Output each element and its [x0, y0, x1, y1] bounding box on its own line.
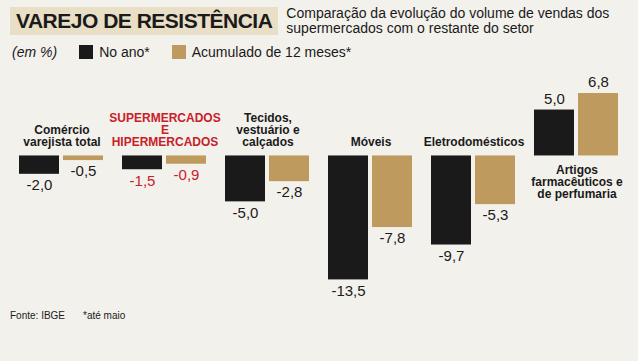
svg-text:Móveis: Móveis: [351, 135, 392, 149]
svg-text:-2,0: -2,0: [27, 176, 53, 193]
svg-text:-0,9: -0,9: [174, 166, 200, 183]
html-text:No ano*: No ano*: [99, 44, 150, 60]
html-text:Fonte: IBGE: Fonte: IBGE: [10, 310, 65, 321]
svg-text:Artigosfarmacêuticos ede perfu: Artigosfarmacêuticos ede perfumaria: [531, 163, 623, 201]
svg-text:-5,0: -5,0: [233, 204, 259, 221]
svg-text:6,8: 6,8: [588, 73, 609, 90]
svg-text:-9,7: -9,7: [439, 247, 465, 264]
html-text:Comparação da evolução do volu: Comparação da evolução do volume de vend…: [286, 5, 610, 36]
svg-text:-0,5: -0,5: [71, 162, 97, 179]
svg-text:-2,8: -2,8: [277, 183, 303, 200]
svg-text:Tecidos,vestuário ecalçados: Tecidos,vestuário ecalçados: [236, 111, 300, 149]
svg-text:-7,8: -7,8: [380, 229, 406, 246]
svg-text:Eletrodomésticos: Eletrodomésticos: [424, 135, 525, 149]
html-text:(em %): (em %): [12, 44, 58, 60]
html-text:Acumulado de 12 meses*: Acumulado de 12 meses*: [191, 44, 352, 60]
svg-text:-13,5: -13,5: [331, 282, 365, 299]
svg-text:Comérciovarejista total: Comérciovarejista total: [23, 123, 100, 149]
html-text:VAREJO DE RESISTÊNCIA: VAREJO DE RESISTÊNCIA: [16, 9, 273, 32]
svg-text:-5,3: -5,3: [483, 206, 509, 223]
svg-text:SUPERMERCADOSEHIPERMERCADOS: SUPERMERCADOSEHIPERMERCADOS: [109, 111, 220, 149]
svg-text:5,0: 5,0: [544, 90, 565, 107]
svg-text:-1,5: -1,5: [130, 172, 156, 189]
html-text:*até maio: *até maio: [83, 310, 126, 321]
